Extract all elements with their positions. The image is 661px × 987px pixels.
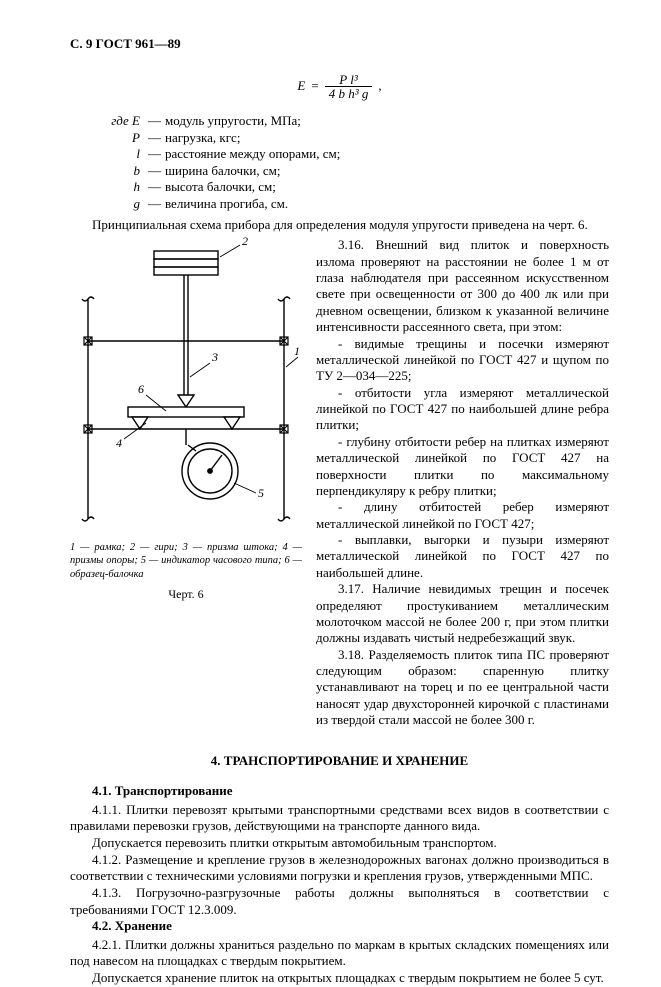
figure-diagram: 2 3 1 4 5 6 [70, 237, 302, 537]
figure-caption: 1 — рамка; 2 — гири; 3 — призма штока; 4… [70, 541, 302, 580]
formula-eq: = [311, 78, 318, 95]
intro-paragraph: Принципиальная схема прибора для определ… [70, 217, 609, 234]
formula-den: 4 b h³ g [325, 87, 373, 101]
figure-name: Черт. 6 [70, 587, 302, 602]
para-3-18: 3.18. Разделяемость плиток типа ПС прове… [316, 647, 609, 729]
where-row: b—ширина балочки, см; [70, 163, 609, 180]
apparatus-svg: 2 3 1 4 5 6 [70, 237, 302, 537]
fig-label-1: 1 [294, 344, 300, 358]
fig-label-2: 2 [242, 237, 248, 248]
fig-label-3: 3 [211, 350, 218, 364]
where-row: где E—модуль упругости, МПа; [70, 113, 609, 130]
right-text-column: 3.16. Внешний вид плиток и поверхность и… [316, 237, 609, 728]
sub-4-2: 4.2. Хранение [70, 918, 609, 935]
two-column-region: 2 3 1 4 5 6 1 — рамка; 2 — гири; 3 — при… [70, 237, 609, 728]
figure-column: 2 3 1 4 5 6 1 — рамка; 2 — гири; 3 — при… [70, 237, 302, 728]
where-row: l—расстояние между опорами, см; [70, 146, 609, 163]
fig-label-5: 5 [258, 486, 264, 500]
para-4-1-3: 4.1.3. Погрузочно-разгрузочные работы до… [70, 885, 609, 918]
where-row: h—высота балочки, см; [70, 179, 609, 196]
para-3-17: 3.17. Наличие невидимых трещин и посечек… [316, 581, 609, 647]
where-row: P—нагрузка, кгс; [70, 130, 609, 147]
para-bullet: - отбитости угла измеряют металлической … [316, 385, 609, 434]
formula-E: E [297, 78, 305, 95]
para-bullet: - длину отбитостей ребер измеряют металл… [316, 499, 609, 532]
fig-label-6: 6 [138, 382, 144, 396]
fig-label-4: 4 [116, 436, 122, 450]
para-3-16: 3.16. Внешний вид плиток и поверхность и… [316, 237, 609, 335]
para-4-1-1a: Допускается перевозить плитки открытым а… [70, 835, 609, 852]
where-block: где E—модуль упругости, МПа; P—нагрузка,… [70, 113, 609, 213]
section-4-title: 4. ТРАНСПОРТИРОВАНИЕ И ХРАНЕНИЕ [70, 753, 609, 770]
sub-4-1: 4.1. Транспортирование [70, 783, 609, 800]
formula: E = P l³ 4 b h³ g , [70, 73, 609, 101]
para-4-2-1: 4.2.1. Плитки должны храниться раздельно… [70, 937, 609, 970]
formula-fraction: P l³ 4 b h³ g [325, 73, 373, 101]
page-header: С. 9 ГОСТ 961—89 [70, 36, 609, 53]
para-bullet: - глубину отбитости ребер на плитках изм… [316, 434, 609, 500]
formula-num: P l³ [325, 73, 373, 88]
para-4-1-1: 4.1.1. Плитки перевозят крытыми транспор… [70, 802, 609, 835]
page: С. 9 ГОСТ 961—89 E = P l³ 4 b h³ g , где… [0, 0, 661, 936]
para-bullet: - видимые трещины и посечки измеряют мет… [316, 336, 609, 385]
where-row: g—величина прогиба, см. [70, 196, 609, 213]
para-4-1-2: 4.1.2. Размещение и крепление грузов в ж… [70, 852, 609, 885]
formula-comma: , [378, 78, 381, 95]
para-4-2-1a: Допускается хранение плиток на открытых … [70, 970, 609, 987]
para-bullet: - выплавки, выгорки и пузыри измеряют ме… [316, 532, 609, 581]
